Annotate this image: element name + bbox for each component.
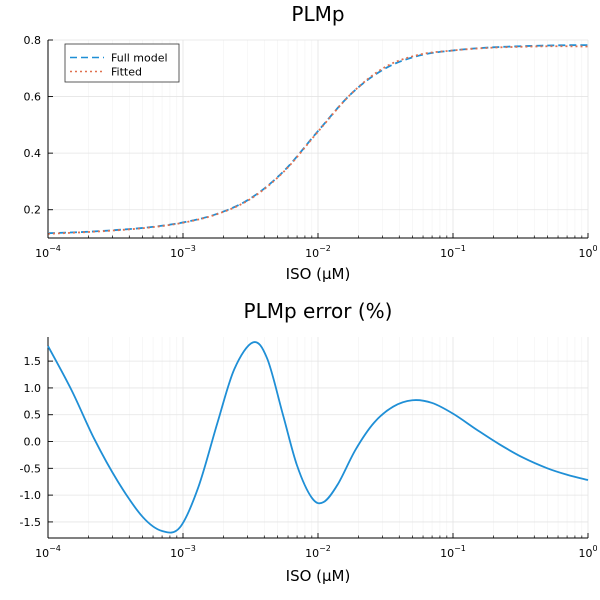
x-tick-label: 10−3: [170, 544, 196, 560]
y-tick-label: -0.5: [20, 462, 41, 475]
x-tick-label: 10−4: [35, 244, 61, 260]
x-tick-label: 10−1: [440, 244, 466, 260]
y-tick-label: 1.5: [24, 355, 42, 368]
plmp-series: [47, 44, 589, 235]
x-tick-label: 100: [578, 244, 597, 260]
plmp-error-panel: -1.5-1.0-0.50.00.51.01.5 10−4 10−3 10−2 10−…: [20, 299, 598, 585]
plmp-legend: Full model Fitted: [64, 43, 180, 83]
y-tick-label: 1.0: [24, 382, 42, 395]
y-tick-label: 0.2: [24, 204, 42, 217]
y-tick-label: -1.5: [20, 516, 41, 529]
y-tick-label: 0.5: [24, 409, 42, 422]
plmp-x-ticks: 10−4 10−3 10−2 10−1 100: [35, 233, 598, 260]
x-tick-label: 10−2: [305, 544, 331, 560]
x-tick-label: 10−4: [35, 544, 61, 560]
series-line-error: [47, 341, 589, 534]
x-tick-label: 100: [578, 544, 597, 560]
x-tick-label: 10−1: [440, 544, 466, 560]
x-tick-label: 10−3: [170, 244, 196, 260]
series-line-fitted: [47, 45, 589, 235]
plmp-error-x-ticks: 10−4 10−3 10−2 10−1 100: [35, 533, 598, 560]
y-tick-label: 0.6: [24, 91, 42, 104]
plmp-panel: 0.2 0.4 0.6 0.8 10−4 10−3 10−2 10−1 100 PLMp IS…: [24, 2, 598, 283]
x-tick-label: 10−2: [305, 244, 331, 260]
plmp-x-axis-label: ISO (µM): [286, 265, 351, 283]
plmp-error-grid: [47, 337, 589, 538]
y-tick-label: 0.4: [24, 147, 42, 160]
y-tick-label: -1.0: [20, 489, 41, 502]
plmp-error-y-ticks: -1.5 -1.0 -0.5 0.0 0.5 1.0 1.5: [20, 355, 53, 529]
legend-label-fitted: Fitted: [111, 66, 142, 79]
plmp-error-x-axis-label: ISO (µM): [286, 567, 351, 585]
plmp-title: PLMp: [291, 2, 344, 26]
plmp-error-title: PLMp error (%): [244, 299, 393, 323]
plmp-y-ticks: 0.2 0.4 0.6 0.8: [24, 34, 53, 217]
legend-label-full-model: Full model: [111, 52, 168, 65]
y-tick-label: 0.0: [24, 436, 42, 449]
y-tick-label: 0.8: [24, 34, 42, 47]
legend-box: [64, 43, 180, 83]
plmp-error-series: [47, 341, 589, 534]
